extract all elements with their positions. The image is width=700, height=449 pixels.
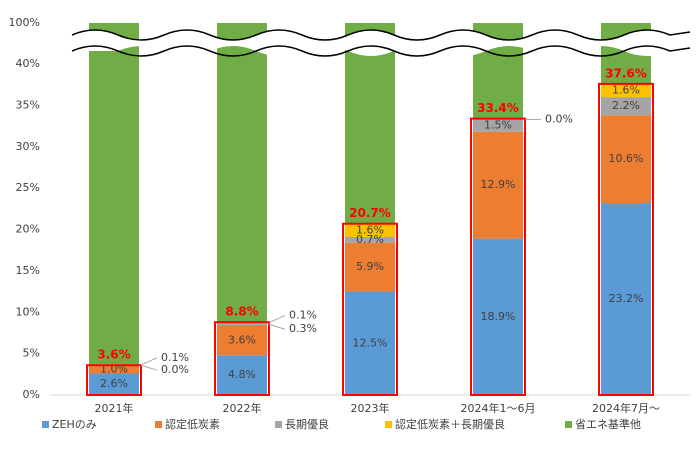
legend-swatch [385,421,392,428]
y-tick-label: 40% [16,57,40,70]
data-label: 0.1% [161,351,189,364]
data-label: 23.2% [609,292,644,305]
bar-segment [345,223,395,237]
bar-segment [89,373,139,395]
bar-segment [217,323,267,326]
bar-segment [601,97,651,116]
bar-segment [89,365,139,374]
data-label: 0.1% [289,309,317,322]
y-tick-label: 25% [16,181,40,194]
bar-segment [345,23,395,224]
bar-segment [601,83,651,98]
data-label: 0.0% [161,363,189,376]
bar-segment [345,291,395,395]
legend-label: 省エネ基準他 [575,417,641,431]
leader-line [140,364,158,371]
data-label: 0.7% [356,233,384,246]
x-tick-label: 2023年 [351,401,390,415]
total-outline [214,321,270,396]
legend-swatch [42,421,49,428]
data-label: 0.3% [289,322,317,335]
total-outline [86,364,142,396]
break-line [71,29,691,41]
data-label: 3.6% [228,333,256,346]
y-tick-label: 10% [16,305,40,318]
total-label: 20.7% [349,206,391,220]
break-line [71,45,691,57]
labels: 0% 5% 10% 15% 20% 25% 30% 35% 40% 100% 2021年 2.6% 1.… [9,16,690,431]
legend-swatch [565,421,572,428]
x-tick-label: 2021年 [95,401,134,415]
leader-line [268,323,286,330]
data-label: 5.9% [356,260,384,273]
legend-label: ZEHのみ [52,418,97,431]
bars [89,22,651,395]
legend-label: 認定低炭素 [165,417,220,431]
data-label: 4.8% [228,368,256,381]
data-label: 18.9% [481,310,516,323]
leader-line [140,357,158,366]
y-tick-label: 100% [9,16,40,29]
y-tick-label: 35% [16,98,40,111]
bar-segment [217,325,267,356]
data-label: 1.6% [356,223,384,236]
legend-swatch [155,421,162,428]
bar-segment [473,131,523,239]
total-outline [342,222,398,396]
bar-segment [601,115,651,204]
y-tick-label: 5% [23,347,40,360]
y-tick-label: 0% [23,388,40,401]
bar-segment [473,119,523,132]
legend-label: 認定低炭素＋長期優良 [395,417,505,431]
bar-segment [345,236,395,243]
bar-segment [217,355,267,395]
total-label: 33.4% [477,101,519,115]
x-tick-label: 2024年1～6月 [461,401,536,415]
data-label: 1.6% [612,83,640,96]
y-tick-label: 15% [16,264,40,277]
data-label: 0.0% [545,112,573,125]
legend-swatch [275,421,282,428]
data-label: 10.6% [609,152,644,165]
bar-segment [217,23,267,323]
y-tick-label: 30% [16,140,40,153]
legend-label: 長期優良 [285,417,329,431]
data-label: 2.6% [100,377,128,390]
total-label: 37.6% [605,66,647,80]
total-label: 3.6% [97,348,130,362]
total-outline [598,82,654,397]
total-label: 8.8% [225,305,258,319]
x-tick-label: 2024年7月～ [592,401,660,415]
data-label: 1.5% [484,119,512,132]
bar-segment [345,242,395,292]
bar-segment [473,238,523,395]
bar-segment [89,22,139,365]
x-tick-label: 2022年 [223,401,262,415]
bar-segment [601,203,651,395]
data-label: 2.2% [612,99,640,112]
y-tick-label: 20% [16,223,40,236]
data-label: 12.9% [481,178,516,191]
total-outline [470,117,526,397]
data-label: 12.5% [353,336,388,349]
leader-line [268,315,286,324]
